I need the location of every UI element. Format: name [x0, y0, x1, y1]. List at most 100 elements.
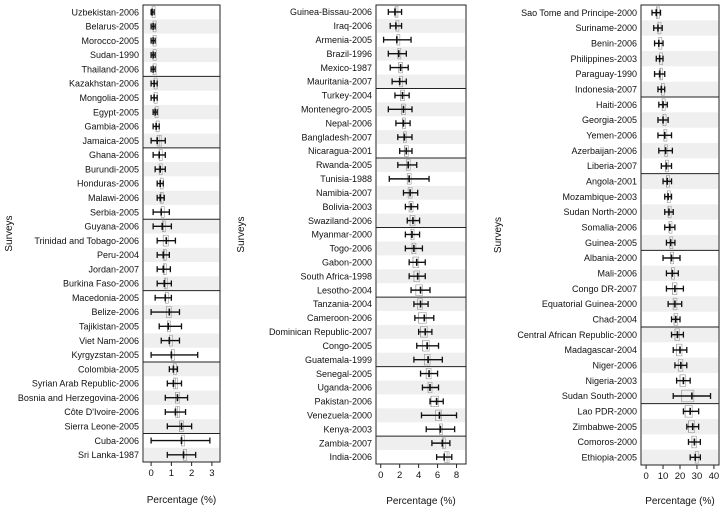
row-band: [642, 235, 718, 251]
row-band: [377, 74, 465, 89]
survey-label: Morocco-2005: [81, 36, 139, 46]
survey-label: South Africa-1998: [300, 271, 372, 281]
survey-label: Central African Republic-2000: [517, 330, 637, 340]
survey-label: Guatemala-1999: [305, 355, 372, 365]
x-axis-label: Percentage (%): [147, 495, 216, 506]
x-tick-label: 0: [643, 471, 648, 482]
survey-label: Senegal-2005: [316, 369, 372, 379]
y-axis-label: Surveys: [4, 215, 15, 251]
x-axis-label: Percentage (%): [645, 496, 714, 507]
survey-label: Chad-2004: [592, 315, 637, 325]
row-band: [144, 333, 219, 348]
x-tick-label: 1: [169, 468, 174, 479]
panel-2: Guinea-Bissau-2006 Iraq-2006 Armenia-2005 B…: [236, 4, 467, 507]
row-band: [144, 19, 219, 34]
survey-label: Philippines-2003: [570, 54, 637, 64]
survey-label: Mongolia-2005: [79, 93, 139, 103]
survey-label: Ghana-2006: [89, 150, 139, 160]
survey-label: Sri Lanka-1987: [78, 450, 139, 460]
survey-label: Gabon-2000: [322, 258, 372, 268]
row-band: [144, 219, 219, 234]
survey-label: Cameroon-2006: [307, 313, 372, 323]
x-tick-label: 0: [378, 470, 383, 481]
survey-label: Burkina Faso-2006: [63, 279, 139, 289]
y-axis-label: Surveys: [493, 217, 504, 253]
row-band: [144, 276, 219, 291]
survey-label: Sudan-1990: [90, 50, 139, 60]
row-band: [144, 133, 219, 148]
survey-label: Paraguay-1990: [575, 69, 637, 79]
survey-label: Rwanda-2005: [316, 160, 372, 170]
row-band: [144, 362, 219, 377]
survey-label: Lao PDR-2000: [577, 407, 637, 417]
survey-label: Nepal-2006: [325, 118, 372, 128]
survey-label: Belize-2006: [91, 307, 139, 317]
x-tick-label: 0: [148, 468, 153, 479]
survey-label: Kenya-2003: [323, 424, 372, 434]
survey-label: Syrian Arab Republic-2006: [32, 379, 139, 389]
x-tick-label: 40: [709, 471, 720, 482]
survey-label: Peru-2004: [97, 250, 139, 260]
survey-label: Mali-2006: [597, 269, 637, 279]
x-tick-label: 10: [658, 471, 669, 482]
survey-label: Jordan-2007: [88, 264, 139, 274]
row-band: [144, 104, 219, 120]
x-tick-label: 8: [454, 470, 459, 481]
survey-label: Sierra Leone-2005: [64, 421, 139, 431]
survey-label: Uzbekistan-2006: [71, 7, 139, 17]
survey-label: Mozambique-2003: [562, 192, 637, 202]
survey-label: Venezuela-2000: [307, 411, 372, 421]
row-band: [377, 380, 465, 395]
survey-label: Namibia-2007: [316, 188, 372, 198]
survey-label: India-2006: [329, 452, 372, 462]
survey-label: Egypt-2005: [93, 107, 139, 117]
survey-label: Jamaica-2005: [82, 136, 139, 146]
x-tick-label: 4: [416, 470, 421, 481]
survey-label: Azerbaijan-2006: [571, 146, 637, 156]
row-band: [642, 265, 718, 281]
survey-label: Nigeria-2003: [585, 376, 637, 386]
row-band: [642, 173, 718, 189]
x-tick-label: 30: [692, 471, 703, 482]
survey-label: Nicaragua-2001: [308, 146, 372, 156]
row-band: [144, 47, 219, 63]
row-band: [377, 158, 465, 172]
row-band: [377, 102, 465, 117]
row-band: [377, 436, 465, 451]
row-band: [642, 51, 718, 67]
survey-label: Yemen-2006: [586, 131, 637, 141]
survey-label: Bosnia and Herzegovina-2006: [18, 393, 139, 403]
panel-1: Uzbekistan-2006 Belarus-2005 Morocco-2005 S…: [4, 4, 221, 506]
panel-3: Sao Tome and Principe-2000 Suriname-2000 B…: [493, 4, 720, 507]
survey-label: Kazakhstan-2006: [69, 79, 139, 89]
x-axis-label: Percentage (%): [386, 496, 455, 507]
x-tick-label: 2: [189, 468, 194, 479]
survey-label: Côte D'Ivoire-2006: [64, 407, 139, 417]
survey-label: Kyrgyzstan-2005: [71, 350, 139, 360]
survey-label: Lesotho-2004: [317, 285, 372, 295]
survey-label: Tajikistan-2005: [79, 322, 139, 332]
survey-label: Viet Nam-2006: [79, 336, 139, 346]
survey-label: Macedonia-2005: [72, 293, 139, 303]
survey-label: Equatorial Guinea-2000: [542, 299, 637, 309]
plot-frame: [375, 4, 467, 465]
x-tick-label: 2: [397, 470, 402, 481]
survey-label: Uganda-2006: [317, 383, 372, 393]
survey-label: Montenegro-2005: [301, 105, 372, 115]
survey-label: Congo-2005: [322, 341, 372, 351]
x-tick-label: 3: [209, 468, 214, 479]
row-band: [144, 162, 219, 177]
survey-label: Mexico-1987: [320, 63, 372, 73]
survey-label: Bangladesh-2007: [301, 132, 372, 142]
survey-label: Zambia-2007: [319, 438, 372, 448]
survey-label: Swaziland-2006: [308, 216, 372, 226]
survey-label: Benin-2006: [591, 39, 637, 49]
survey-label: Honduras-2006: [77, 179, 139, 189]
survey-label: Tunisia-1988: [320, 174, 372, 184]
row-band: [642, 112, 718, 128]
survey-label: Guyana-2006: [84, 222, 139, 232]
survey-label: Guinea-2005: [585, 238, 637, 248]
survey-label: Comoros-2000: [577, 437, 637, 447]
